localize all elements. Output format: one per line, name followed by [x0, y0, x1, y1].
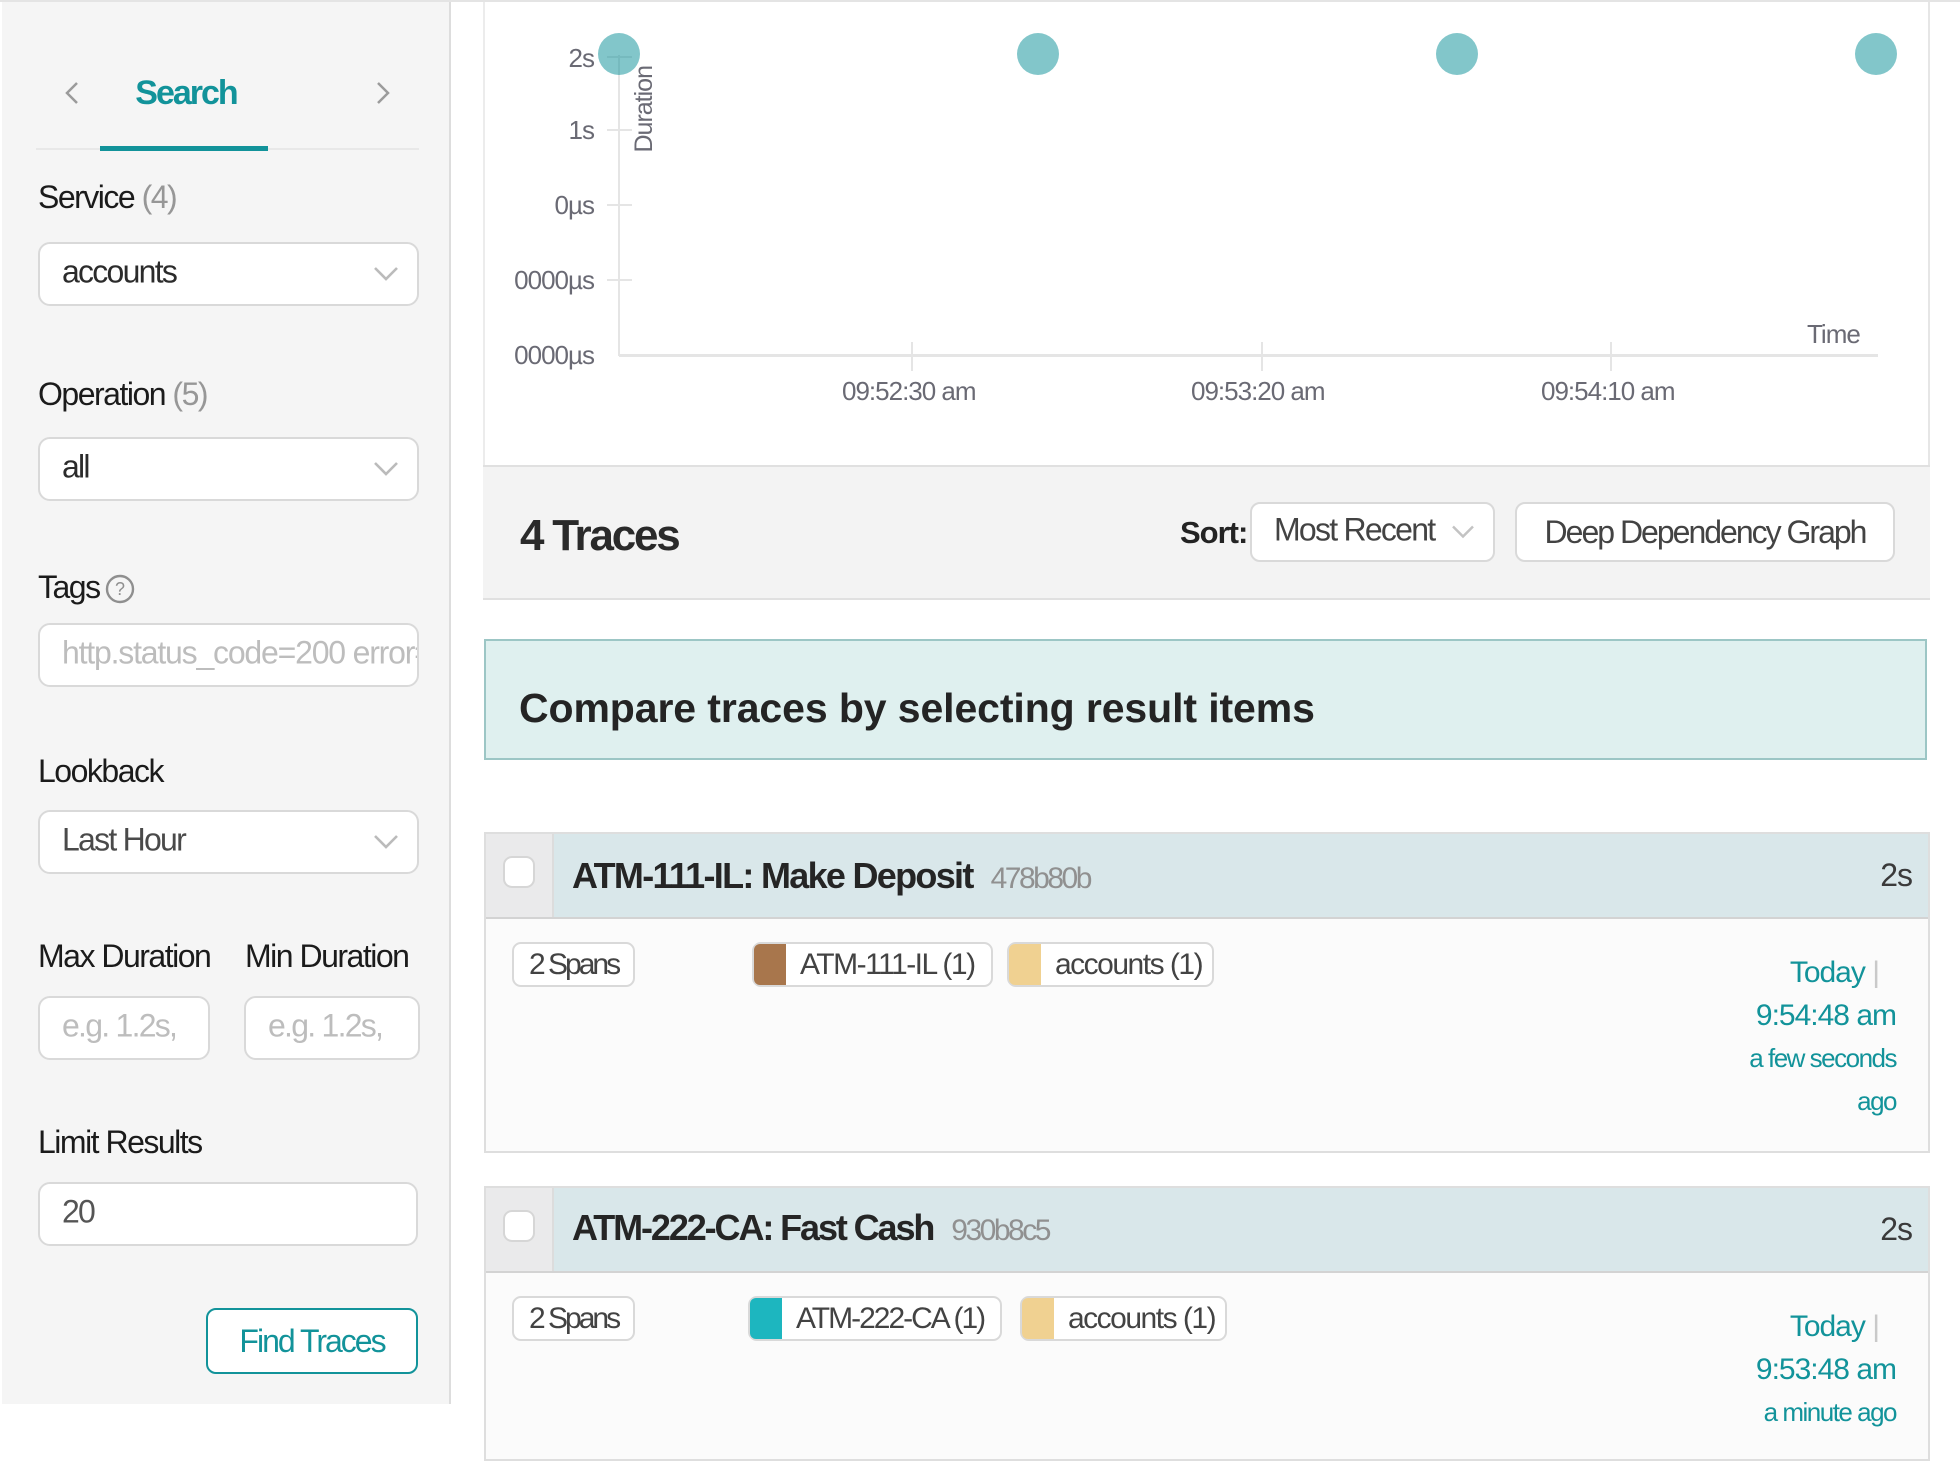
svg-text:?: ?	[115, 579, 125, 599]
